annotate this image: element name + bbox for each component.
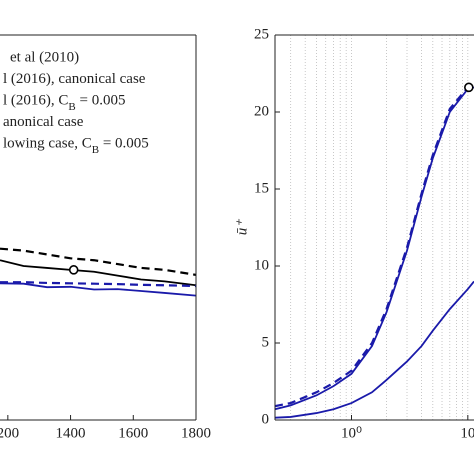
legend-text: l (2016), CB = 0.005 [3,92,125,112]
x-tick-label: 200 [0,425,19,441]
legend-text: lowing case, CB = 0.005 [3,135,149,155]
series-line [0,281,196,288]
y-tick-label: 25 [254,26,269,42]
plot [0,247,196,297]
series-line [0,259,196,287]
x-tick-label: 1600 [118,425,148,441]
legend-text: anonical case [3,114,84,130]
x-tick-label: 1800 [181,425,211,441]
y-tick-label: 5 [262,334,270,350]
series-line [275,86,474,408]
y-tick-label: 20 [254,103,269,119]
legend-text: l (2016), canonical case [3,71,146,87]
x-tick-label: 1400 [56,425,86,441]
legend-text: et al (2010) [10,49,79,65]
series-line [275,280,474,419]
x-tick-label: 10 [460,425,474,441]
series-line [275,86,474,411]
series-line [0,282,196,297]
y-tick-label: 15 [254,180,269,196]
x-tick-label: 10⁰ [341,425,362,441]
plot [275,35,474,420]
y-tick-label: 0 [262,411,270,427]
y-tick-label: 10 [254,257,269,273]
marker [464,82,474,93]
series-line [0,247,196,276]
marker [68,265,79,275]
y-axis-label: ū⁺ [234,219,250,236]
